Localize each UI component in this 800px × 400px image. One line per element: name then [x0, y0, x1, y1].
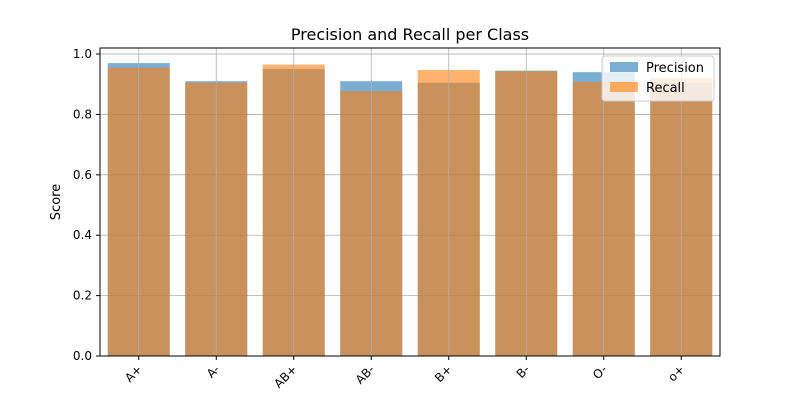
y-tick-label: 0.0: [73, 349, 92, 363]
chart-title: Precision and Recall per Class: [291, 25, 529, 44]
plot-frame: [99, 47, 721, 357]
legend-label-recall: Recall: [646, 81, 685, 96]
legend-label-precision: Precision: [646, 61, 704, 76]
y-tick-label: 0.8: [73, 107, 92, 121]
legend-swatch-precision: [610, 62, 638, 72]
legend-swatch-recall: [610, 82, 638, 92]
y-tick-label: 0.4: [73, 228, 92, 242]
legend: Precision Recall: [601, 55, 715, 102]
y-tick-label: 0.6: [73, 168, 92, 182]
y-tick-label: 1.0: [73, 47, 92, 61]
y-axis-label: Score: [49, 184, 64, 220]
y-tick-label: 0.2: [73, 289, 92, 303]
